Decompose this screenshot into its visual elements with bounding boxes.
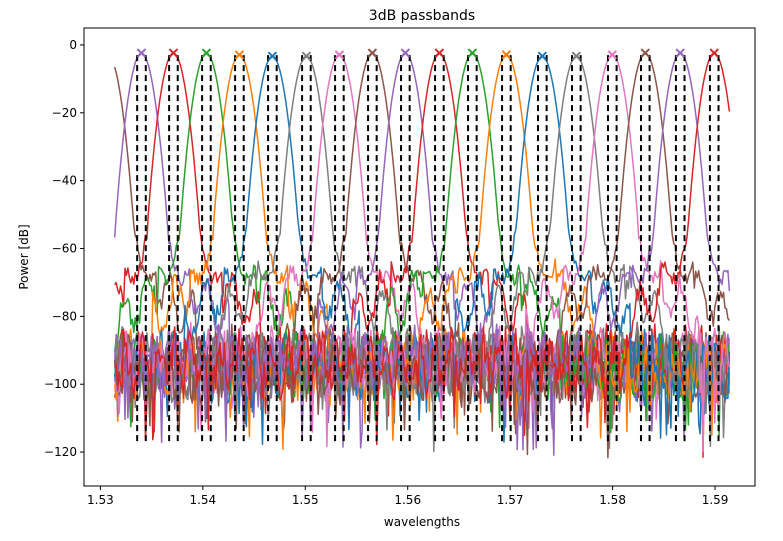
x-tick-label: 1.53: [87, 493, 114, 507]
peak-marker-stroke: [537, 51, 548, 61]
peak-marker: [201, 48, 212, 58]
peak-marker-stroke: [675, 48, 685, 58]
x-axis: 1.53 1.54 1.55 1.56 1.57 1.58 1.59: [87, 486, 728, 507]
x-tick-label: 1.57: [497, 493, 524, 507]
peak-marker: [607, 50, 618, 60]
peak-marker: [675, 48, 685, 58]
peak-marker-stroke: [709, 48, 719, 58]
peak-marker-stroke: [434, 48, 445, 58]
series-group: [113, 52, 731, 459]
y-tick-label: −100: [44, 377, 77, 391]
y-axis-label: Power [dB]: [17, 224, 31, 289]
peak-marker-stroke: [301, 51, 312, 61]
chart-title: 3dB passbands: [369, 8, 475, 24]
peak-marker: [434, 48, 445, 58]
x-tick-label: 1.59: [702, 493, 729, 507]
series-line-channel-10: [113, 52, 731, 459]
peak-marker: [640, 48, 650, 58]
passband-lines-group: [136, 55, 720, 442]
peak-marker: [467, 48, 478, 58]
peak-marker: [537, 51, 548, 61]
peak-marker-stroke: [201, 48, 212, 58]
peak-marker-stroke: [367, 48, 378, 58]
series-line-channel-18: [114, 52, 731, 446]
peak-marker: [136, 48, 147, 58]
plot-frame: [83, 27, 756, 487]
y-tick-label: −20: [52, 106, 77, 120]
peak-marker-stroke: [334, 50, 345, 60]
peak-marker-stroke: [640, 48, 650, 58]
peak-marker-stroke: [267, 51, 278, 61]
peak-marker-stroke: [136, 48, 147, 58]
x-tick-label: 1.56: [394, 493, 421, 507]
peak-marker: [267, 51, 278, 61]
peak-marker-stroke: [501, 50, 512, 60]
peak-marker: [400, 48, 411, 58]
peak-marker-stroke: [400, 48, 411, 58]
y-tick-label: −40: [52, 174, 77, 188]
y-tick-label: −80: [52, 309, 77, 323]
peak-marker-stroke: [234, 50, 245, 60]
y-axis: 0 −20 −40 −60 −80 −100 −120: [44, 38, 84, 459]
peak-marker: [301, 51, 312, 61]
x-tick-label: 1.55: [292, 493, 319, 507]
x-axis-label: wavelengths: [384, 515, 460, 529]
peak-marker: [709, 48, 719, 58]
peak-marker-stroke: [467, 48, 478, 58]
peak-marker: [367, 48, 378, 58]
peak-marker: [168, 48, 179, 58]
peak-marker-stroke: [607, 50, 618, 60]
peak-marker: [334, 50, 345, 60]
peak-marker: [234, 50, 245, 60]
x-tick-label: 1.58: [599, 493, 626, 507]
y-tick-label: 0: [69, 38, 77, 52]
peak-marker-stroke: [168, 48, 179, 58]
x-tick-label: 1.54: [189, 493, 216, 507]
peak-marker: [571, 51, 582, 61]
peak-marker: [501, 50, 512, 60]
peak-marker-stroke: [571, 51, 582, 61]
peak-markers-group: [136, 48, 719, 61]
y-tick-label: −120: [44, 445, 77, 459]
y-tick-label: −60: [52, 242, 77, 256]
